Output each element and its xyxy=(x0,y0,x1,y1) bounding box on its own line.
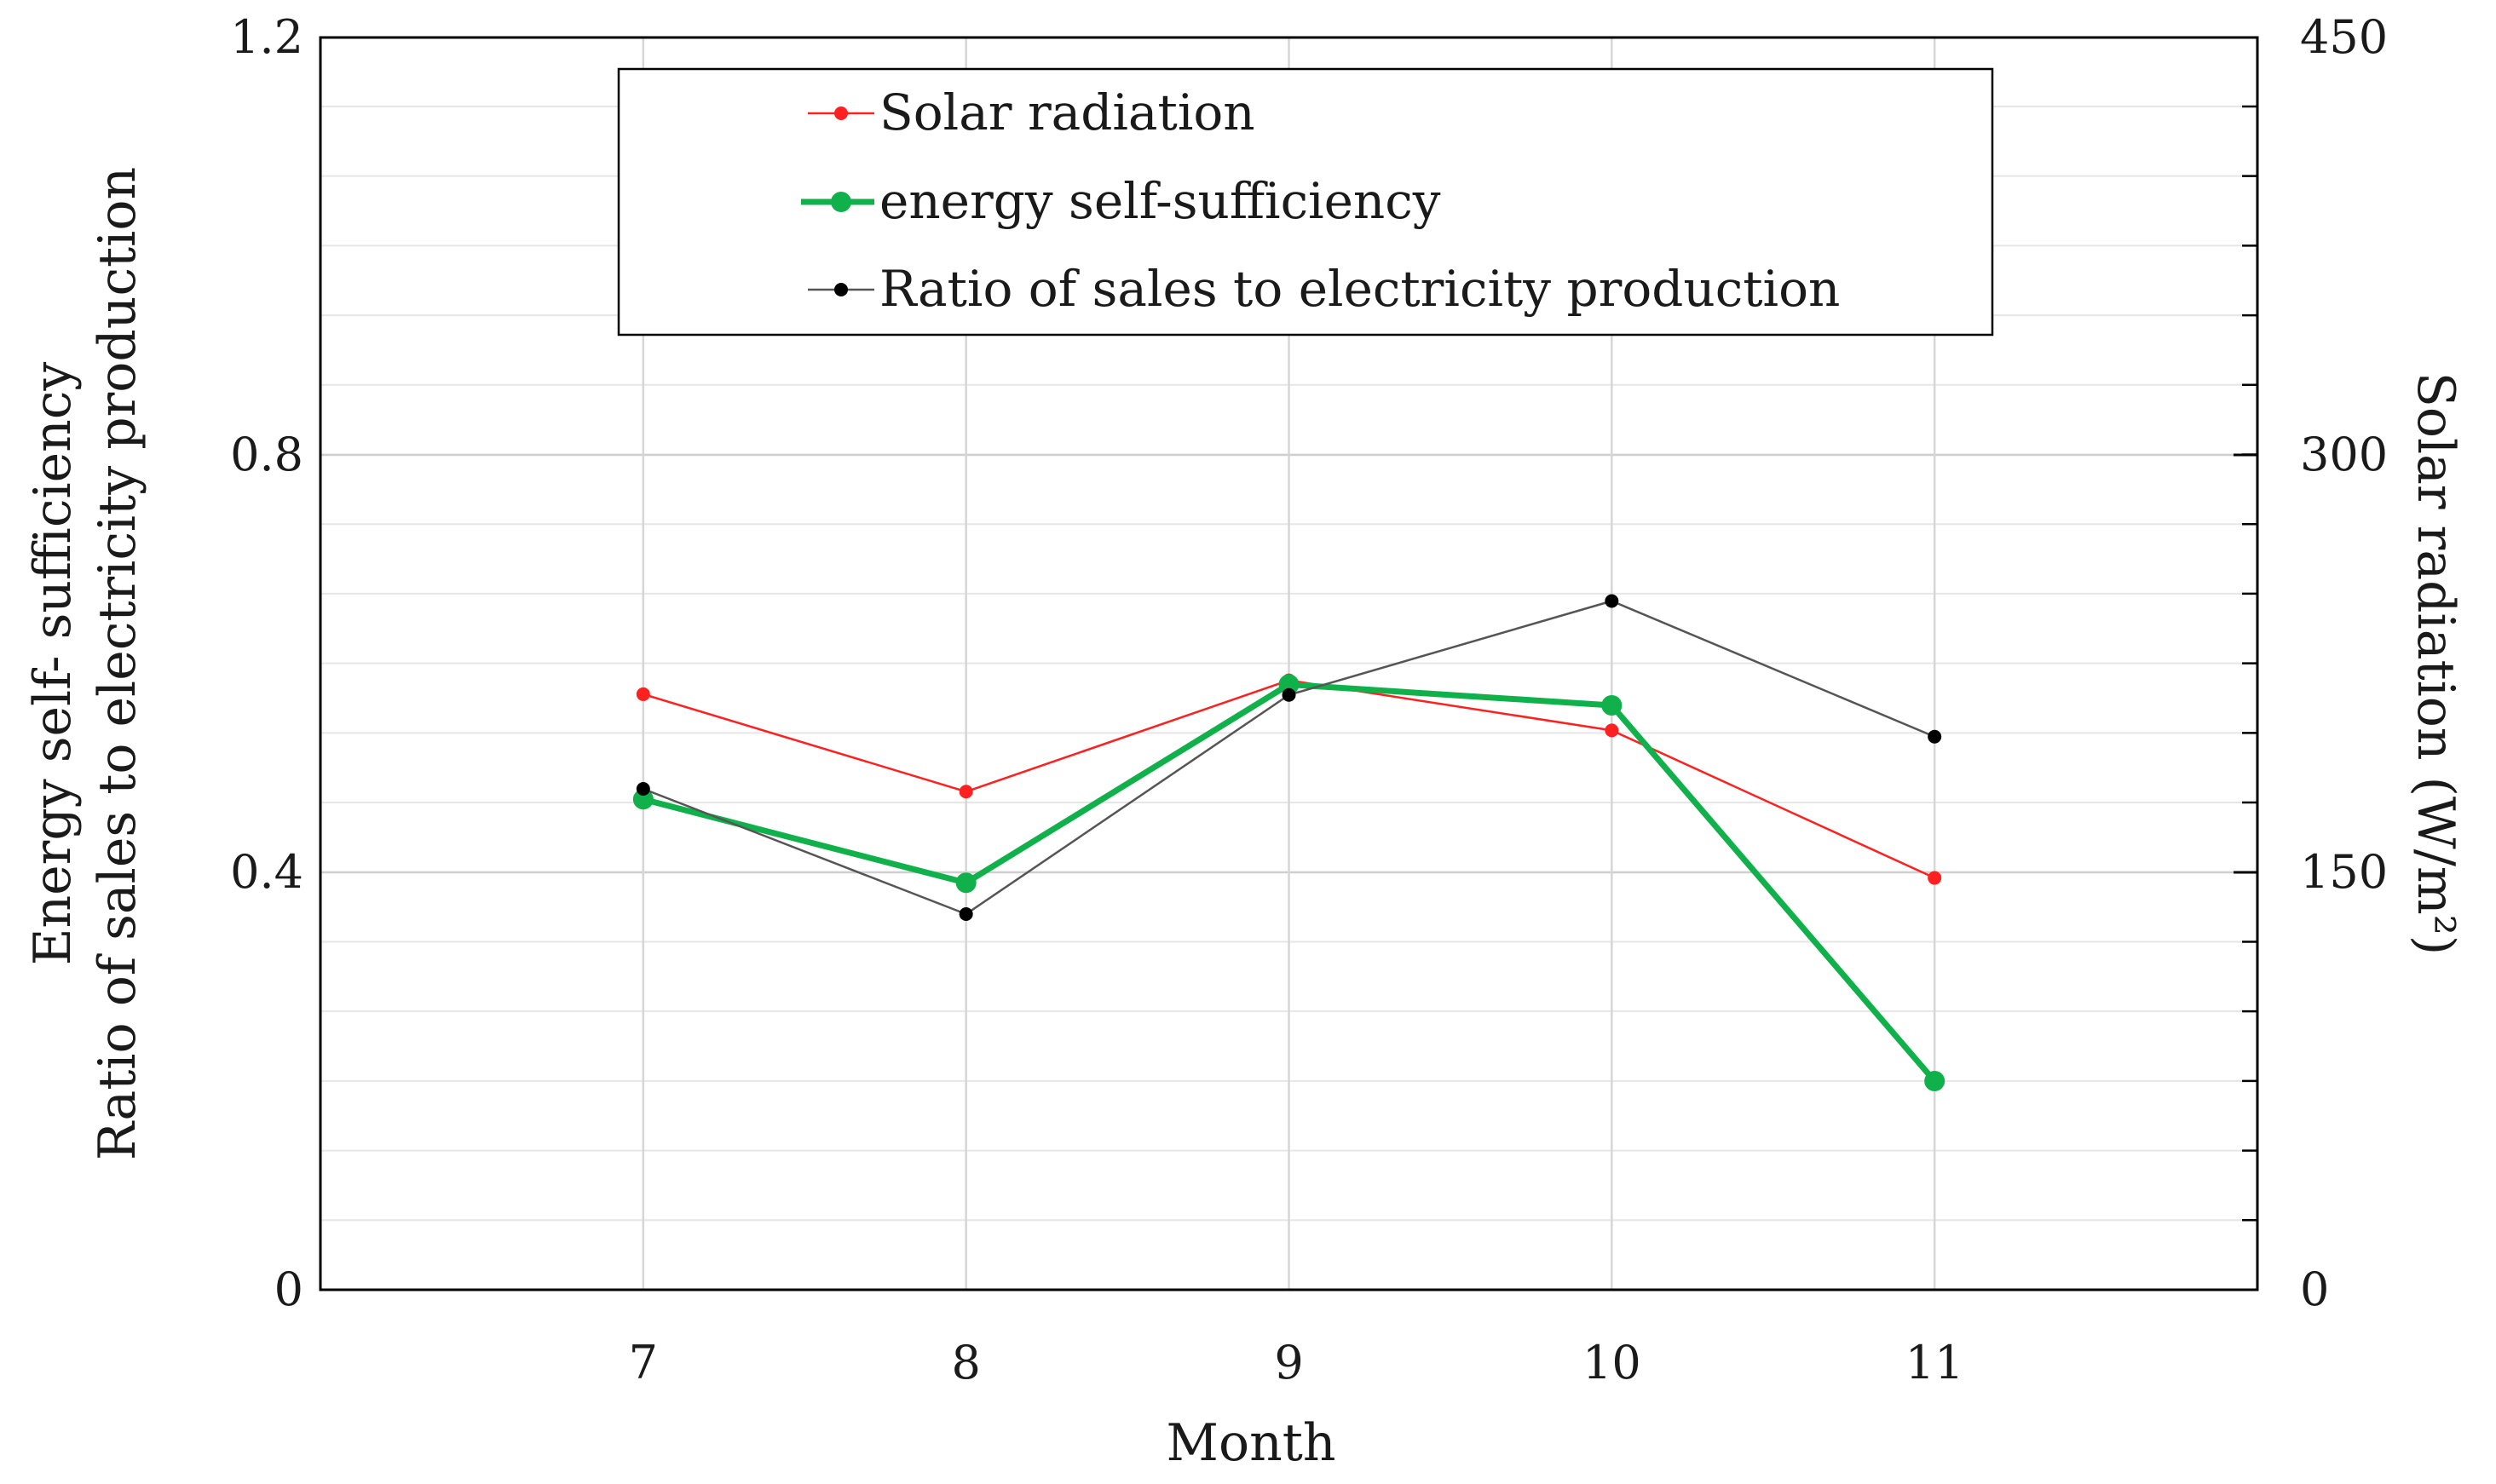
y-axis-left-tick-label: 1.2 xyxy=(230,10,303,64)
data-point xyxy=(959,907,973,921)
data-point xyxy=(1928,729,1942,744)
y-axis-left-title-line1: Energy self- sufficiency xyxy=(23,362,83,966)
y-axis-left-tick-label: 0.8 xyxy=(230,428,303,481)
series xyxy=(632,594,1945,1091)
series-2 xyxy=(636,594,1942,921)
legend-label-energy-self-sufficiency: energy self-sufficiency xyxy=(879,172,1441,230)
legend-marker-energy-self-sufficiency xyxy=(831,192,851,212)
legend-label-solar-radiation: Solar radiation xyxy=(879,83,1255,141)
data-point xyxy=(1278,674,1300,695)
y-axis-right-tick-label: 0 xyxy=(2300,1263,2329,1316)
data-point xyxy=(1605,723,1619,738)
legend-marker-solar-radiation xyxy=(834,106,848,120)
series-1 xyxy=(632,674,1945,1091)
axis-ticks xyxy=(2234,36,2257,1291)
y-axis-right-tick-label: 300 xyxy=(2300,428,2388,481)
data-point xyxy=(959,785,973,799)
legend: Solar radiation energy self-sufficiency … xyxy=(617,67,1994,336)
legend-marker-ratio-of-sales xyxy=(834,283,848,296)
x-axis-tick-label: 9 xyxy=(1274,1336,1303,1389)
y-axis-left-tick-label: 0 xyxy=(274,1263,303,1316)
x-axis-tick-label: 7 xyxy=(629,1336,658,1389)
data-point xyxy=(636,782,650,796)
data-point xyxy=(636,687,650,701)
data-point xyxy=(1601,695,1623,716)
y-axis-right-tick-label: 450 xyxy=(2300,10,2388,64)
x-axis-tick-label: 10 xyxy=(1582,1336,1641,1389)
data-point xyxy=(632,789,654,810)
y-axis-right-tick-label: 150 xyxy=(2300,845,2388,899)
x-axis-tick-label: 11 xyxy=(1905,1336,1964,1389)
data-point xyxy=(1928,871,1942,885)
data-point xyxy=(1605,594,1619,608)
data-point xyxy=(955,872,977,894)
data-point xyxy=(1924,1071,1945,1091)
x-axis-tick-label: 8 xyxy=(951,1336,980,1389)
y-axis-left-title-line2: Ratio of sales to electricity production xyxy=(88,167,147,1160)
data-point xyxy=(1282,687,1296,702)
legend-entry-ratio-of-sales: Ratio of sales to electricity production xyxy=(808,260,1840,318)
legend-entry-energy-self-sufficiency: energy self-sufficiency xyxy=(801,172,1441,230)
tick-labels: 0 0.4 0.8 1.2 0 150 300 450 7 8 9 10 11 xyxy=(230,10,2388,1389)
legend-entry-solar-radiation: Solar radiation xyxy=(808,83,1255,141)
x-axis-title: Month xyxy=(1167,1413,1336,1473)
legend-label-ratio-of-sales: Ratio of sales to electricity production xyxy=(879,260,1840,318)
y-axis-left-tick-label: 0.4 xyxy=(230,845,303,899)
y-axis-right-title: Solar radiation (W/m²) xyxy=(2406,372,2465,956)
